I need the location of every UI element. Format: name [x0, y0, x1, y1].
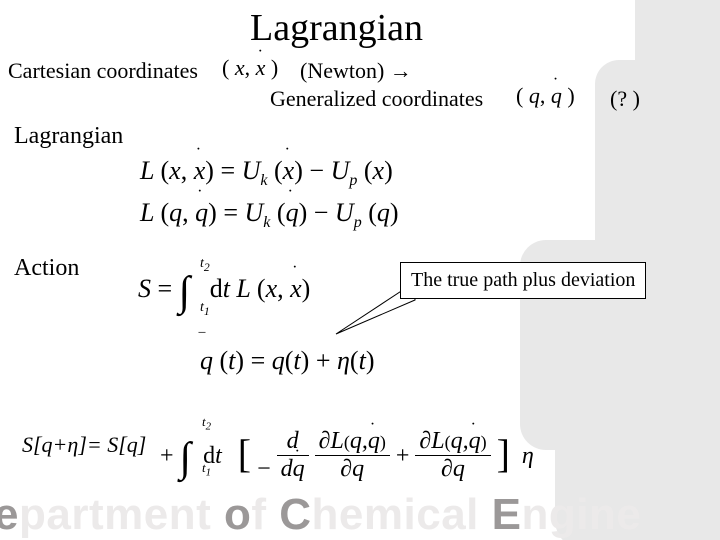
eq-L-q: L (q, q·) = Uk (q·) − Up (q) — [140, 198, 399, 232]
cartesian-coords: ( x, x· ) — [222, 53, 278, 83]
generalized-coords: ( q, q· ) — [516, 81, 575, 111]
question-mark: (? ) — [610, 84, 640, 114]
callout-deviation: The true path plus deviation — [400, 262, 646, 299]
cartesian-label: Cartesian coordinates — [8, 56, 198, 86]
page-title: Lagrangian — [250, 6, 423, 50]
eq-qbar: q‾ (t) = q(t) + η(t) — [200, 346, 374, 376]
eq-svar-rhs: + ∫ t2 t1 dt [ − d dq· ∂L(q,q·) ∂q + ∂L(… — [160, 410, 534, 469]
generalized-label: Generalized coordinates — [270, 84, 483, 114]
eq-svar-lhs: S[q+η]= S[q] — [22, 430, 146, 460]
section-action: Action — [14, 252, 79, 284]
newton-arrow: (Newton) → — [300, 56, 412, 86]
section-lagrangian: Lagrangian — [14, 120, 123, 152]
eq-action: S = ∫ t2 t1 dt L (x, x·) — [138, 260, 310, 308]
eq-L-x: L (x, x·) = Uk (x·) − Up (x) — [140, 156, 393, 190]
footer-watermark: epartment of Chemical Engine — [0, 490, 641, 540]
